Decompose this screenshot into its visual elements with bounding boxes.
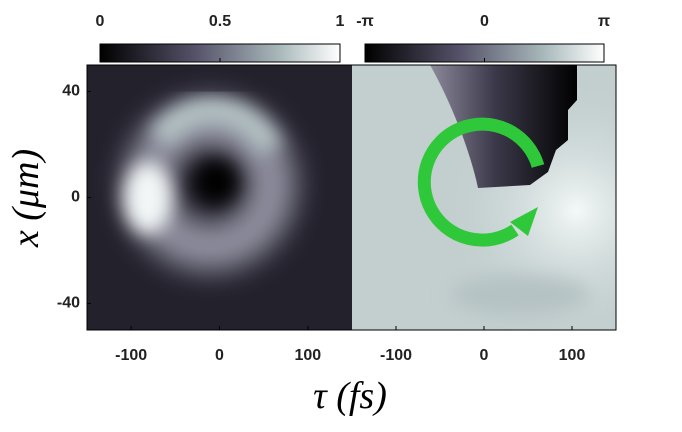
vortex-arrow [417,117,545,247]
phase-image [352,65,616,330]
x-axis-label: τ (fs) [313,375,387,417]
y-axis-label: x (μm) [5,149,47,248]
colorbar-tick-label: -π [356,13,374,30]
x-tick-label: 100 [294,347,321,364]
colorbar-tick-label: 0 [480,13,489,30]
x-tick-label: 100 [559,347,586,364]
intensity-image [87,65,352,330]
y-tick-label: 0 [71,189,80,206]
colorbar-tick-label: 1 [336,13,345,30]
y-tick-label: 40 [62,83,80,100]
x-tick-label: 0 [480,347,489,364]
x-tick-label: -100 [115,347,147,364]
colorbar-tick-label: π [598,13,610,30]
y-tick-label: -40 [57,295,80,312]
colorbar-tick-label: 0.5 [209,13,231,30]
x-tick-label: 0 [215,347,224,364]
x-tick-label: -100 [380,347,412,364]
colorbar-tick-label: 0 [96,13,105,30]
